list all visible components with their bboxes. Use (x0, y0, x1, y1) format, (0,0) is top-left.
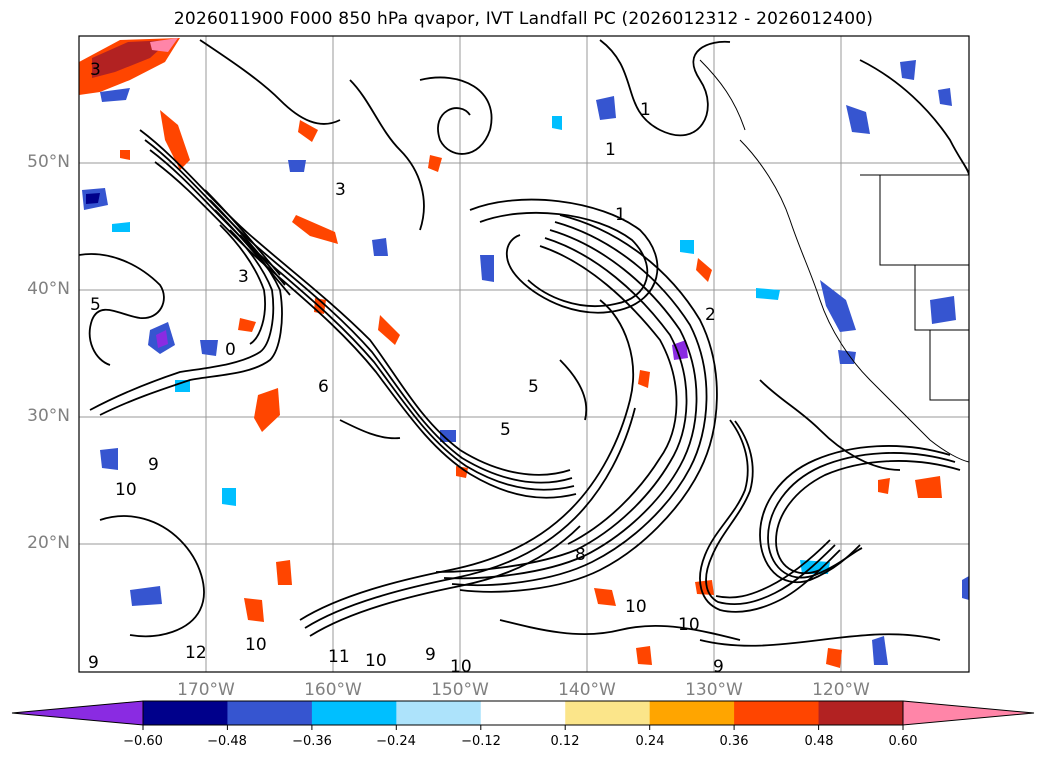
colorbar-tick-label: −0.60 (123, 734, 163, 749)
colorbar-bin (480, 701, 566, 725)
lat-label: 30°N (27, 406, 70, 426)
lon-label: 130°W (685, 680, 743, 700)
map-title: 2026011900 F000 850 hPa qvapor, IVT Land… (173, 9, 874, 29)
colorbar-extend-high (902, 700, 1035, 726)
colorbar-bin (649, 701, 735, 725)
graticule (79, 36, 969, 672)
contour-label: 3 (90, 60, 101, 80)
lon-label: 120°W (812, 680, 870, 700)
colorbar-tick-label: −0.24 (376, 734, 416, 749)
contour-labels: 3 1 1 1 3 5 9 10 12 10 11 10 9 10 9 10 8… (88, 60, 724, 677)
map-frame (78, 35, 970, 673)
contour-label: 1 (605, 140, 616, 160)
contour-label: 9 (713, 657, 724, 677)
contour-label: 9 (148, 455, 159, 475)
contour-label: 6 (318, 377, 329, 397)
coastlines (699, 59, 969, 463)
lat-label: 20°N (27, 533, 70, 553)
lat-label: 50°N (27, 152, 70, 172)
contour-label: 10 (115, 480, 137, 500)
colorbar-extend-low (11, 700, 144, 726)
ivt-contour-lines (79, 39, 969, 647)
colorbar-tick-label: −0.36 (292, 734, 332, 749)
colorbar-tick-label: 0.48 (804, 734, 834, 749)
lon-label: 140°W (558, 680, 616, 700)
colorbar-bin (227, 701, 313, 725)
colorbar-bin (818, 701, 904, 725)
colorbar-bin (143, 701, 228, 725)
contour-label: 1 (640, 100, 651, 120)
contour-label: 5 (500, 420, 511, 440)
contour-label: 5 (90, 295, 101, 315)
contour-label: 1 (615, 205, 626, 225)
lat-label: 40°N (27, 279, 70, 299)
contour-label: 10 (365, 651, 387, 671)
lon-label: 170°W (177, 680, 235, 700)
lon-label: 150°W (431, 680, 489, 700)
colorbar-bin (565, 701, 651, 725)
contour-label: 11 (328, 647, 350, 667)
contour-label: 9 (88, 653, 99, 673)
contour-label: 2 (705, 305, 716, 325)
colorbar-bin (311, 701, 397, 725)
contour-label: 10 (245, 635, 267, 655)
contour-label: 3 (238, 267, 249, 287)
colorbar-tick-label: −0.12 (461, 734, 501, 749)
lon-label: 160°W (304, 680, 362, 700)
contour-label: 0 (225, 340, 236, 360)
contour-label: 8 (575, 545, 586, 565)
contour-label: 5 (528, 377, 539, 397)
contour-label: 12 (185, 643, 207, 663)
colorbar-tick-label: 0.12 (550, 734, 580, 749)
colorbar-bins (143, 701, 904, 725)
contour-label: 3 (335, 180, 346, 200)
colorbar (11, 700, 1035, 730)
colorbar-ticks (142, 725, 904, 730)
contour-label: 9 (425, 645, 436, 665)
colorbar-tick-label: 0.24 (635, 734, 665, 749)
contour-label: 10 (678, 615, 700, 635)
contour-label: 10 (450, 657, 472, 677)
contour-label: 10 (625, 597, 647, 617)
colorbar-bin (734, 701, 820, 725)
colorbar-tick-label: −0.48 (207, 734, 247, 749)
colorbar-tick-label: 0.36 (719, 734, 749, 749)
colorbar-tick-label: 0.60 (888, 734, 918, 749)
colorbar-bin (396, 701, 482, 725)
qvapor-fill-patches (79, 38, 969, 668)
